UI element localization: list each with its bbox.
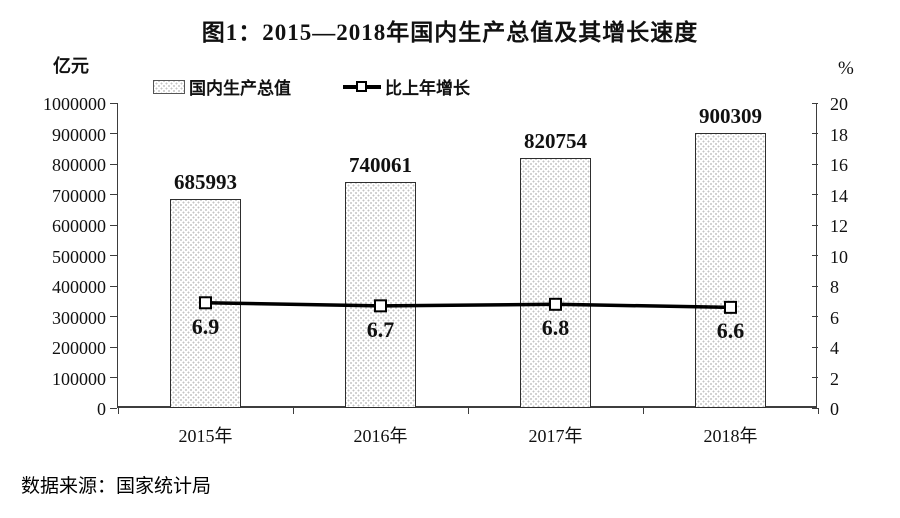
- left-axis-unit-label: 亿元: [53, 56, 89, 76]
- growth-value-label: 6.7: [366, 316, 395, 342]
- gdp-value-label: 820754: [524, 128, 587, 153]
- left-axis-tick: [110, 407, 117, 409]
- x-axis-tick: [467, 408, 469, 414]
- left-axis-tick: [110, 255, 117, 256]
- growth-value-label: 6.9: [191, 313, 220, 339]
- x-axis-category-label: 2015年: [178, 426, 233, 446]
- left-axis-tick-label: 0: [97, 399, 106, 419]
- gdp-value-label: 740061: [349, 153, 412, 178]
- right-axis-tick-label: 18: [830, 124, 848, 145]
- gdp-bar: [695, 133, 766, 408]
- right-axis-tick-label: 14: [830, 185, 848, 206]
- x-axis-tick: [817, 408, 819, 414]
- growth-value-label: 6.6: [716, 318, 745, 344]
- right-axis-tick-label: 4: [830, 338, 839, 358]
- legend-label-growth: 比上年增长: [385, 79, 470, 98]
- growth-line-swatch-icon: [343, 80, 381, 94]
- left-axis-tick-label: 1000000: [43, 94, 106, 114]
- left-axis-tick: [110, 133, 117, 134]
- x-axis-category-label: 2018年: [703, 426, 758, 446]
- legend-item-gdp: 国内生产总值: [153, 74, 291, 99]
- left-axis-tick-label: 400000: [52, 277, 106, 297]
- left-axis-tick: [110, 224, 117, 226]
- right-axis-tick-label: 12: [830, 216, 848, 236]
- plot-area: 0 100000 200000 300000 400000 500000 600000 700…: [43, 95, 848, 446]
- left-axis-tick: [110, 377, 117, 378]
- left-axis-tick-label: 600000: [52, 216, 106, 236]
- right-axis-tick: [812, 346, 818, 348]
- right-axis-tick-label: 20: [830, 94, 848, 114]
- x-axis-tick: [642, 408, 644, 414]
- gdp-bar: [520, 157, 591, 408]
- right-axis-tick: [812, 316, 818, 317]
- right-axis-tick: [812, 407, 818, 409]
- right-axis-tick: [812, 224, 818, 226]
- gdp-value-label: 685993: [174, 169, 237, 194]
- left-axis-tick-label: 900000: [52, 124, 106, 145]
- gdp-bar: [170, 198, 241, 408]
- x-axis-tick: [292, 408, 294, 414]
- square-marker-icon: [356, 81, 367, 92]
- gdp-bar-swatch-icon: [153, 79, 185, 94]
- left-axis-tick-label: 300000: [52, 307, 106, 328]
- right-axis-tick: [812, 377, 818, 378]
- legend-item-growth: 比上年增长: [343, 74, 470, 99]
- right-axis-tick-label: 0: [830, 399, 839, 419]
- data-source-note: 数据来源：国家统计局: [21, 476, 212, 497]
- right-axis-tick: [812, 285, 818, 287]
- left-axis-tick: [110, 346, 117, 348]
- right-axis-tick: [812, 194, 818, 195]
- right-axis-tick: [812, 255, 818, 256]
- right-axis-tick: [812, 133, 818, 134]
- right-axis-unit-label: %: [838, 58, 854, 79]
- growth-value-label: 6.8: [541, 315, 570, 341]
- left-axis-tick: [110, 194, 117, 195]
- legend-label-gdp: 国内生产总值: [189, 79, 291, 98]
- left-axis-tick-label: 800000: [52, 155, 106, 175]
- x-axis-category-label: 2016年: [353, 426, 408, 446]
- right-axis-tick-label: 16: [830, 155, 848, 175]
- right-axis-tick: [812, 163, 818, 165]
- legend: 国内生产总值 比上年增长: [153, 74, 470, 99]
- gdp-bar: [345, 182, 416, 408]
- right-axis-tick: [812, 102, 818, 104]
- chart-title: 图1：2015—2018年国内生产总值及其增长速度: [201, 20, 699, 45]
- x-axis-tick: [117, 408, 119, 414]
- right-axis-tick-label: 10: [830, 246, 848, 267]
- x-axis-category-label: 2017年: [528, 426, 583, 446]
- left-axis-tick: [110, 316, 117, 317]
- right-axis-tick-label: 2: [830, 368, 839, 389]
- left-axis-tick-label: 700000: [52, 185, 106, 206]
- left-axis-tick-label: 500000: [52, 246, 106, 267]
- right-axis-tick-label: 8: [830, 277, 839, 297]
- left-axis-tick: [110, 102, 117, 104]
- left-axis-tick: [110, 285, 117, 287]
- right-axis-tick-label: 6: [830, 307, 839, 328]
- left-axis-tick-label: 200000: [52, 338, 106, 358]
- growth-line: [205, 301, 731, 310]
- gdp-value-label: 900309: [699, 104, 762, 129]
- left-axis-tick-label: 100000: [52, 368, 106, 389]
- left-axis-tick: [110, 163, 117, 165]
